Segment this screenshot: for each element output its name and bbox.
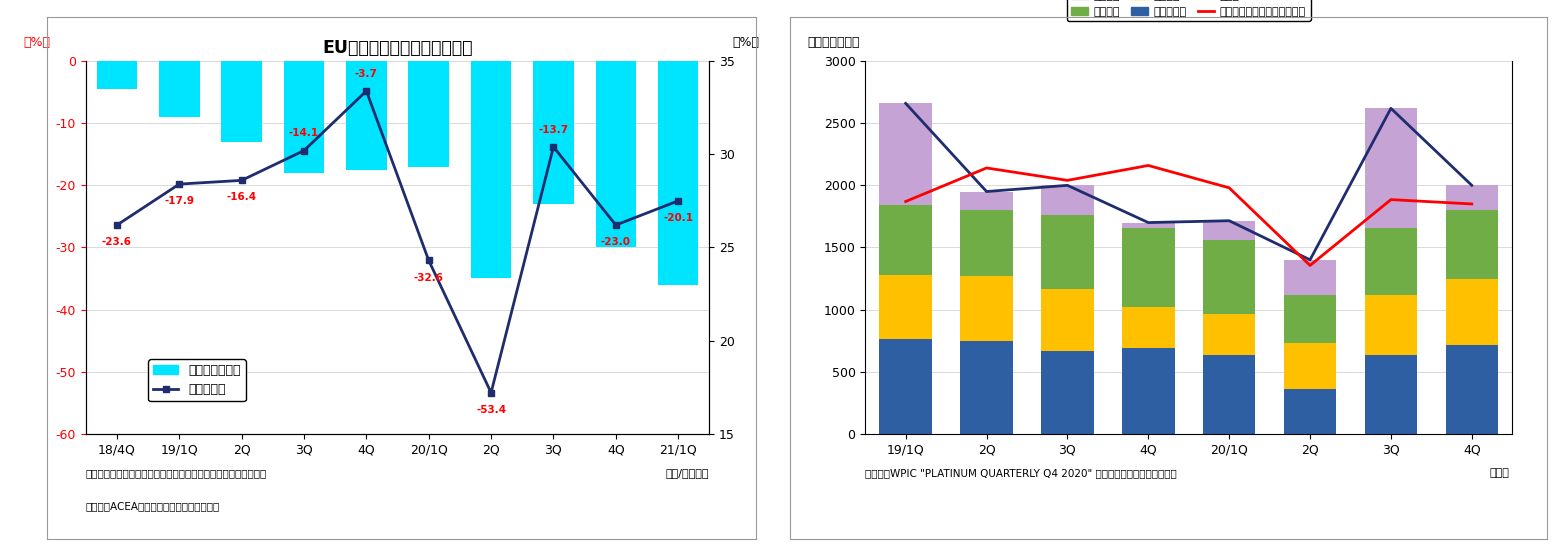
Bar: [960, 341, 1013, 434]
Bar: [284, 61, 324, 173]
Bar: [1445, 185, 1498, 210]
Text: （キロオンス）: （キロオンス）: [808, 36, 859, 49]
Bar: [1445, 279, 1498, 345]
Text: -14.1: -14.1: [288, 128, 320, 138]
Text: -53.4: -53.4: [475, 405, 507, 415]
Bar: [1122, 228, 1174, 307]
Text: -13.7: -13.7: [538, 125, 569, 135]
Bar: [658, 61, 698, 285]
Bar: [1041, 289, 1094, 351]
Bar: [1122, 222, 1174, 228]
Text: -3.7: -3.7: [355, 69, 377, 79]
Bar: [1445, 210, 1498, 279]
Bar: [1364, 355, 1417, 434]
Legend: 投資需要, 工業需要, 宝飾需要, 自動車需要, 総需要, 総供給（採掘＋リサイクル）: 投資需要, 工業需要, 宝飾需要, 自動車需要, 総需要, 総供給（採掘＋リサイ…: [1066, 0, 1311, 21]
Bar: [1041, 185, 1094, 215]
Bar: [1364, 108, 1417, 227]
Bar: [1364, 295, 1417, 355]
Legend: シェア（右軸）, 前年比増減: シェア（右軸）, 前年比増減: [148, 359, 246, 401]
Bar: [960, 276, 1013, 341]
Bar: [1364, 227, 1417, 295]
Bar: [1283, 260, 1336, 295]
Bar: [1445, 345, 1498, 434]
Bar: [1204, 240, 1255, 314]
Bar: [1204, 221, 1255, 240]
Text: -20.1: -20.1: [663, 213, 694, 223]
Bar: [1204, 355, 1255, 434]
Text: （年）: （年）: [1489, 468, 1509, 478]
Text: （注）シェアは自動車新規登録台数に占めるディーゼル車の割合: （注）シェアは自動車新規登録台数に占めるディーゼル車の割合: [86, 468, 267, 478]
Text: -23.0: -23.0: [600, 237, 631, 247]
Text: -17.9: -17.9: [164, 196, 195, 206]
Bar: [1283, 389, 1336, 434]
Bar: [471, 61, 511, 279]
Bar: [596, 61, 636, 247]
Bar: [408, 61, 449, 167]
Bar: [879, 205, 932, 275]
Bar: [1041, 351, 1094, 434]
Bar: [879, 275, 932, 339]
Text: -16.4: -16.4: [226, 192, 257, 202]
Title: EUでのディーゼル車販売動向: EUでのディーゼル車販売動向: [323, 39, 472, 57]
Bar: [879, 103, 932, 205]
Bar: [1041, 215, 1094, 289]
Text: （資料）WPIC "PLATINUM QUARTERLY Q4 2020" よりニッセイ基礎研究所作成: （資料）WPIC "PLATINUM QUARTERLY Q4 2020" より…: [865, 468, 1177, 478]
Bar: [1122, 348, 1174, 434]
Bar: [879, 339, 932, 434]
Text: -32.6: -32.6: [413, 272, 444, 282]
Bar: [960, 191, 1013, 210]
Text: -23.6: -23.6: [101, 237, 133, 247]
Bar: [221, 61, 262, 142]
Bar: [159, 61, 200, 117]
Text: （年/四半期）: （年/四半期）: [666, 468, 709, 478]
Text: （%）: （%）: [23, 36, 50, 49]
Text: （資料）ACEAよりニッセイ基礎研究所作成: （資料）ACEAよりニッセイ基礎研究所作成: [86, 502, 220, 512]
Bar: [1283, 343, 1336, 389]
Bar: [533, 61, 574, 204]
Bar: [346, 61, 387, 170]
Bar: [1204, 314, 1255, 355]
Bar: [960, 210, 1013, 276]
Bar: [97, 61, 137, 89]
Bar: [1122, 307, 1174, 348]
Title: プラチナの需給動向（四半期）: プラチナの需給動向（四半期）: [1116, 0, 1261, 7]
Text: （%）: （%）: [733, 36, 759, 49]
Bar: [1283, 295, 1336, 343]
